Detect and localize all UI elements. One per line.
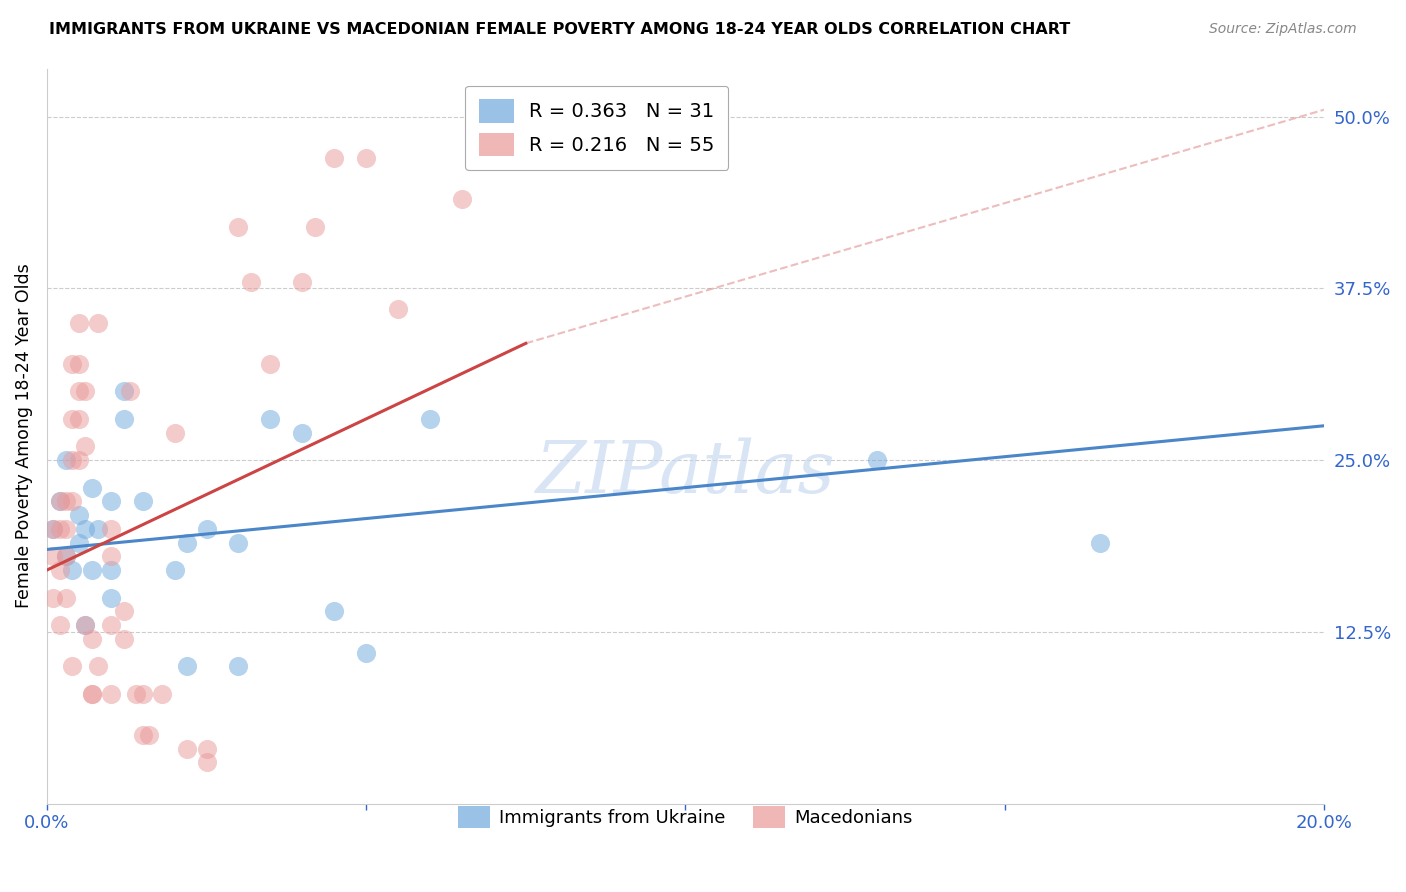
Point (240, 275, 263, 289)
Point (75, 522, 97, 536)
Point (1090, 535, 1112, 549)
Point (87, 522, 110, 536)
Point (112, 412, 135, 426)
Point (131, 728, 153, 742)
Point (67, 316, 90, 330)
Point (323, 151, 346, 165)
Point (259, 357, 281, 371)
Point (228, 219, 250, 234)
Point (67, 453, 90, 467)
Point (55, 453, 77, 467)
Point (547, 110, 569, 124)
Point (100, 618, 122, 632)
Point (866, 453, 889, 467)
Point (55, 549, 77, 564)
Point (118, 384, 141, 399)
Point (150, 687, 173, 701)
Point (67, 535, 90, 549)
Point (323, 604, 346, 618)
Point (55, 591, 77, 605)
Point (75, 384, 97, 399)
Point (354, 646, 377, 660)
Point (131, 494, 153, 508)
Point (291, 275, 314, 289)
Point (195, 522, 218, 536)
Point (62, 357, 84, 371)
Point (176, 535, 198, 549)
Point (48, 618, 70, 632)
Point (67, 384, 90, 399)
Point (112, 604, 135, 618)
Point (48, 563, 70, 577)
Point (42, 591, 65, 605)
Point (163, 425, 186, 440)
Point (55, 494, 77, 508)
Point (67, 508, 90, 522)
Point (75, 618, 97, 632)
Point (80, 563, 103, 577)
Point (451, 192, 474, 206)
Point (228, 535, 250, 549)
Point (100, 563, 122, 577)
Point (48, 494, 70, 508)
Point (228, 659, 250, 673)
Point (112, 384, 135, 399)
Text: IMMIGRANTS FROM UKRAINE VS MACEDONIAN FEMALE POVERTY AMONG 18-24 YEAR OLDS CORRE: IMMIGRANTS FROM UKRAINE VS MACEDONIAN FE… (49, 22, 1070, 37)
Point (100, 522, 122, 536)
Point (42, 522, 65, 536)
Point (62, 494, 84, 508)
Point (75, 439, 97, 453)
Point (87, 316, 110, 330)
Point (195, 756, 218, 770)
Point (195, 741, 218, 756)
Point (80, 632, 103, 646)
Point (176, 659, 198, 673)
Point (62, 412, 84, 426)
Point (55, 549, 77, 564)
Point (138, 728, 160, 742)
Point (42, 522, 65, 536)
Point (100, 549, 122, 564)
Point (291, 425, 314, 440)
Point (131, 687, 153, 701)
Point (100, 494, 122, 508)
Point (75, 618, 97, 632)
Point (100, 591, 122, 605)
Point (304, 219, 326, 234)
Point (80, 687, 103, 701)
Point (80, 687, 103, 701)
Point (55, 522, 77, 536)
Point (67, 412, 90, 426)
Point (100, 687, 122, 701)
Point (87, 659, 110, 673)
Legend: Immigrants from Ukraine, Macedonians: Immigrants from Ukraine, Macedonians (451, 798, 920, 835)
Point (112, 632, 135, 646)
Text: Source: ZipAtlas.com: Source: ZipAtlas.com (1209, 22, 1357, 37)
Point (419, 412, 441, 426)
Point (163, 563, 186, 577)
Point (48, 522, 70, 536)
Point (387, 301, 409, 316)
Point (259, 412, 281, 426)
Point (62, 563, 84, 577)
Point (62, 659, 84, 673)
Point (42, 549, 65, 564)
Point (62, 453, 84, 467)
Point (48, 494, 70, 508)
Point (67, 357, 90, 371)
Point (176, 741, 198, 756)
Point (354, 151, 377, 165)
Y-axis label: Female Poverty Among 18-24 Year Olds: Female Poverty Among 18-24 Year Olds (15, 264, 32, 608)
Point (125, 687, 148, 701)
Point (80, 481, 103, 495)
Text: ZIPatlas: ZIPatlas (536, 438, 835, 508)
